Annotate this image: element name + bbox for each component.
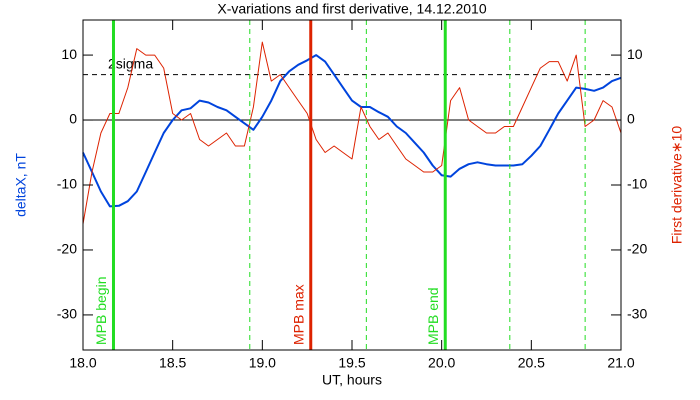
y2-tick-label: -30 bbox=[627, 306, 647, 322]
y2-tick-label: -20 bbox=[627, 241, 647, 257]
event-label: MPB end bbox=[425, 287, 441, 345]
y2-tick-label: 0 bbox=[627, 111, 635, 127]
x-tick-label: 20.0 bbox=[428, 355, 455, 371]
event-label: MPB begin bbox=[93, 277, 109, 345]
y2-tick-label: 10 bbox=[627, 46, 643, 62]
x-tick-label: 20.5 bbox=[518, 355, 545, 371]
y2-axis-label: First derivative∗10 bbox=[669, 126, 685, 245]
y-tick-label: -20 bbox=[57, 241, 77, 257]
reference-label: 2sigma bbox=[108, 55, 153, 71]
chart-title: X-variations and first derivative, 14.12… bbox=[217, 1, 486, 17]
event-label: MPB max bbox=[290, 284, 306, 345]
y2-tick-label: -10 bbox=[627, 176, 647, 192]
x-tick-label: 19.5 bbox=[338, 355, 365, 371]
y-tick-label: 10 bbox=[61, 46, 77, 62]
data-line bbox=[82, 41, 622, 225]
y-tick-label: -10 bbox=[57, 176, 77, 192]
x-tick-label: 21.0 bbox=[607, 355, 634, 371]
data-line bbox=[82, 54, 622, 208]
y-tick-label: -30 bbox=[57, 306, 77, 322]
y-axis-label: deltaX, nT bbox=[13, 153, 29, 217]
x-tick-label: 18.5 bbox=[159, 355, 186, 371]
x-tick-label: 19.0 bbox=[249, 355, 276, 371]
x-tick-label: 18.0 bbox=[69, 355, 96, 371]
y-tick-label: 0 bbox=[69, 111, 77, 127]
x-axis-label: UT, hours bbox=[322, 372, 382, 388]
